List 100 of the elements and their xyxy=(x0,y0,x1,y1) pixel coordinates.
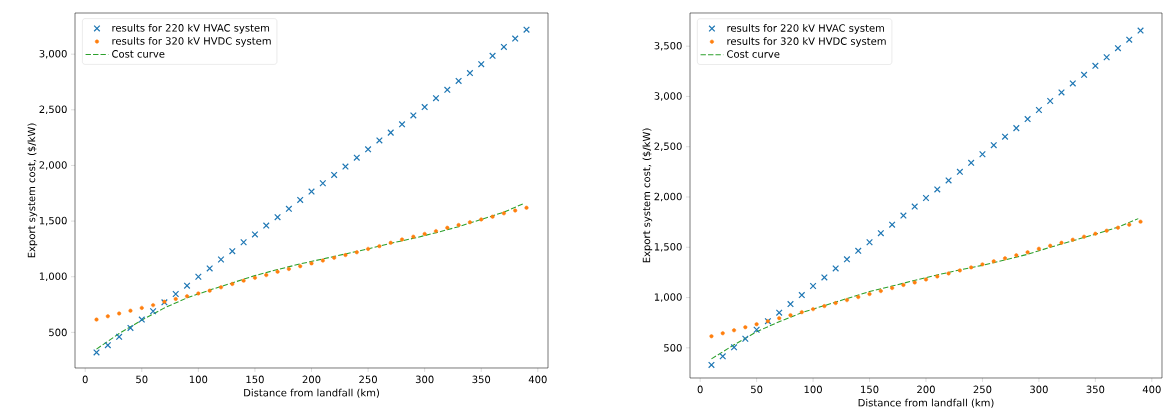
point xyxy=(264,273,269,278)
point xyxy=(388,240,393,245)
point xyxy=(969,265,974,270)
point xyxy=(799,310,804,315)
point xyxy=(946,271,951,276)
point xyxy=(455,77,463,85)
point xyxy=(286,266,291,271)
point xyxy=(730,343,738,351)
point xyxy=(511,35,519,43)
x-tick-label: 400 xyxy=(1142,385,1161,394)
point xyxy=(320,258,325,263)
point xyxy=(912,280,917,285)
x-tick-label: 150 xyxy=(246,375,264,384)
point xyxy=(1003,256,1008,261)
point xyxy=(364,145,372,153)
x-tick-label: 300 xyxy=(415,375,434,384)
point xyxy=(1024,115,1032,123)
point xyxy=(432,94,440,102)
point xyxy=(867,292,872,297)
point xyxy=(173,296,178,301)
point xyxy=(196,291,201,296)
point xyxy=(1127,222,1132,227)
y-axis-title: Export system cost, ($/kW) xyxy=(27,123,38,258)
point xyxy=(172,290,180,298)
point xyxy=(1014,253,1019,258)
point xyxy=(1001,133,1009,141)
legend-label: Cost curve xyxy=(112,50,165,58)
x-tick-label: 350 xyxy=(472,375,491,384)
point xyxy=(309,261,314,266)
y-tick-label: 500 xyxy=(49,328,67,337)
point xyxy=(251,231,259,238)
point xyxy=(1059,240,1064,245)
x-tick-label: 100 xyxy=(189,375,208,384)
legend-label: results for 220 kV HVAC system xyxy=(112,23,270,34)
point xyxy=(1012,124,1020,132)
point xyxy=(979,150,986,158)
point xyxy=(753,326,761,334)
point xyxy=(732,328,737,333)
point xyxy=(218,285,223,290)
point xyxy=(754,322,759,327)
point xyxy=(924,277,928,282)
x-tick-label: 250 xyxy=(973,385,992,394)
point xyxy=(1125,36,1133,44)
x-axis-title: Distance from landfall (km) xyxy=(858,398,994,408)
point xyxy=(720,331,725,336)
point xyxy=(105,314,110,319)
point xyxy=(1093,231,1098,236)
point xyxy=(1048,243,1053,248)
x-tick-label: 0 xyxy=(697,385,703,394)
y-tick-label: 1,500 xyxy=(654,242,682,252)
point xyxy=(422,231,427,236)
point xyxy=(274,213,281,221)
y-tick-label: 3,500 xyxy=(654,41,682,51)
point xyxy=(775,309,783,317)
y-axis-title: Export system cost, ($/kW) xyxy=(642,128,653,263)
x-tick-label: 350 xyxy=(1086,385,1105,394)
point xyxy=(991,259,996,264)
point xyxy=(513,208,518,213)
point xyxy=(911,203,919,210)
x-tick-label: 400 xyxy=(528,375,547,384)
point xyxy=(777,316,782,321)
point xyxy=(866,238,873,246)
y-tick-label: 3,000 xyxy=(654,92,682,101)
point xyxy=(185,294,190,299)
point xyxy=(501,211,506,216)
point xyxy=(1091,62,1099,70)
point xyxy=(1080,71,1088,79)
point xyxy=(1036,246,1041,251)
point xyxy=(523,26,530,34)
x-tick-label: 0 xyxy=(82,375,88,384)
point xyxy=(366,246,371,251)
y-tick-label: 1,500 xyxy=(39,216,67,226)
legend-label: results for 320 kV HVDC system xyxy=(112,37,271,47)
point xyxy=(252,275,257,280)
y-tick-label: 1,000 xyxy=(654,293,682,302)
point xyxy=(709,334,714,339)
y-tick-label: 2,500 xyxy=(654,142,682,152)
point xyxy=(151,303,156,308)
point xyxy=(319,179,327,187)
point xyxy=(788,313,793,318)
y-tick-label: 2,500 xyxy=(39,105,67,115)
point xyxy=(1069,79,1077,87)
point xyxy=(798,291,806,299)
point xyxy=(524,205,529,210)
point xyxy=(241,278,246,283)
x-tick-label: 250 xyxy=(359,375,377,384)
point xyxy=(856,295,861,300)
point xyxy=(822,304,827,309)
point xyxy=(262,222,270,229)
point xyxy=(878,289,883,294)
legend-label: Cost curve xyxy=(727,50,780,58)
point xyxy=(139,305,144,310)
y-tick-label: 3,000 xyxy=(39,49,67,59)
point xyxy=(1138,219,1143,224)
point xyxy=(1103,53,1111,61)
point xyxy=(207,288,212,293)
point xyxy=(117,311,122,316)
point xyxy=(833,301,838,306)
point xyxy=(844,298,849,303)
point xyxy=(240,238,248,246)
